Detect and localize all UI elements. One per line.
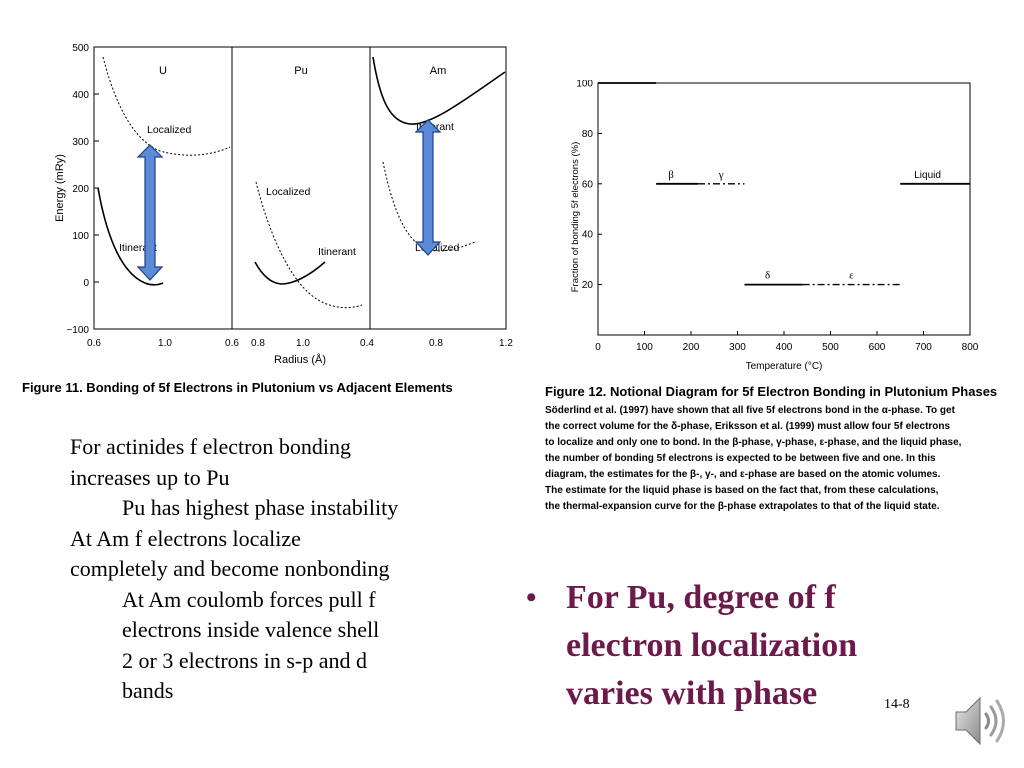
am-itinerant-curve (372, 56, 506, 125)
y-tick-label: 100 (576, 80, 593, 90)
pu-localized-label: Localized (266, 186, 311, 198)
bullet-line: For Pu, degree of f (566, 579, 836, 616)
u-itinerant-curve (97, 187, 164, 286)
phase-label: Liquid (914, 170, 941, 181)
text-line: 2 or 3 electrons in s-p and d (122, 647, 367, 673)
description-line: the number of bonding 5f electrons is ex… (545, 453, 936, 464)
y-tick-label: 500 (72, 43, 89, 54)
text-line: Pu has highest phase instability (122, 495, 399, 520)
bullet-line: varies with phase (566, 675, 818, 712)
pu-localized-curve (255, 181, 363, 309)
y-tick-label: 60 (582, 179, 594, 190)
phase-label: γ (718, 169, 724, 181)
figure-11-caption: Figure 11. Bonding of 5f Electrons in Pl… (22, 380, 453, 395)
figure-12-chart: Fraction of bonding 5f electrons (%) Tem… (570, 80, 979, 372)
phase-label: δ (765, 270, 770, 282)
x-axis-label: Radius (Å) (274, 353, 326, 366)
u-double-arrow (136, 144, 164, 281)
y-tick-label: 200 (72, 184, 89, 195)
x-tick-label: 400 (776, 342, 793, 353)
panel-u-title: U (159, 65, 167, 77)
x-tick-label: 100 (636, 342, 653, 353)
description-line: diagram, the estimates for the β-, γ-, a… (545, 469, 941, 480)
left-text-block: For actinides f electron bonding increas… (70, 432, 500, 707)
description-line: the thermal-expansion curve for the β-ph… (545, 501, 940, 512)
y-tick-label: −100 (66, 325, 89, 336)
text-line: electrons inside valence shell (122, 617, 380, 642)
x-tick-label: 600 (869, 342, 886, 353)
panel-am-title: Am (430, 65, 447, 77)
figure-12-description: Söderlind et al. (1997) have shown that … (545, 403, 1015, 515)
y-axis-label: Fraction of bonding 5f electrons (%) (570, 142, 581, 293)
y-tick-label: 100 (72, 231, 89, 242)
x-tick-label: 0.8 (251, 338, 265, 349)
bullet-point: • For Pu, degree of f electron localizat… (526, 574, 926, 718)
text-line: bands (122, 678, 174, 703)
text-line: At Am coulomb forces pull f (122, 586, 376, 612)
phase-label: β (668, 169, 674, 181)
x-tick-label: 200 (683, 342, 700, 353)
chart-frame (597, 82, 971, 336)
panel-am-frame (369, 46, 507, 330)
x-tick-label: 800 (962, 342, 979, 353)
slide-number: 14-8 (884, 697, 910, 712)
bullet-symbol: • (526, 581, 537, 614)
description-line: the correct volume for the δ-phase, Erik… (545, 421, 951, 432)
y-tick-label: 40 (582, 230, 594, 241)
text-line: At Am f electrons localize (70, 525, 301, 551)
x-tick-label: 0.4 (360, 338, 374, 349)
text-line: increases up to Pu (70, 464, 230, 490)
x-tick-label: 700 (915, 342, 932, 353)
x-tick-label: 0.8 (429, 338, 443, 349)
panel-pu-title: Pu (294, 65, 307, 77)
u-localized-label: Localized (147, 124, 192, 136)
description-line: Söderlind et al. (1997) have shown that … (545, 405, 955, 416)
x-axis-label: Temperature (°C) (746, 361, 823, 372)
figure-12-caption: Figure 12. Notional Diagram for 5f Elect… (545, 384, 998, 399)
panel-u-frame (93, 46, 233, 330)
y-tick-label: 0 (83, 278, 89, 289)
figure-11-chart: 500 400 300 200 100 0 −100 Energy (mRy) … (54, 43, 513, 366)
x-tick-label: 500 (822, 342, 839, 353)
y-axis-label: Energy (mRy) (54, 154, 66, 222)
text-line: For actinides f electron bonding (70, 434, 352, 459)
phase-label: ε (849, 270, 854, 282)
description-line: The estimate for the liquid phase is bas… (545, 485, 939, 496)
pu-itinerant-curve (254, 261, 326, 285)
x-tick-label: 0.6 (87, 338, 101, 349)
text-line: completely and become nonbonding (70, 556, 390, 581)
x-tick-label: 0 (595, 342, 601, 353)
x-tick-label: 1.2 (499, 338, 513, 349)
y-tick-label: 300 (72, 137, 89, 148)
x-tick-label: 0.6 (225, 338, 239, 349)
y-tick-label: 80 (582, 129, 594, 140)
u-localized-curve (102, 56, 231, 156)
y-tick-label: 400 (72, 90, 89, 101)
description-line: to localize and only one to bond. In the… (545, 437, 962, 448)
x-tick-label: 300 (729, 342, 746, 353)
x-tick-label: 1.0 (296, 338, 310, 349)
pu-itinerant-label: Itinerant (318, 246, 356, 258)
am-double-arrow (414, 119, 442, 256)
bullet-line: electron localization (566, 627, 858, 664)
x-tick-label: 1.0 (158, 338, 172, 349)
speaker-icon[interactable] (950, 690, 1012, 752)
y-tick-label: 20 (582, 280, 594, 291)
